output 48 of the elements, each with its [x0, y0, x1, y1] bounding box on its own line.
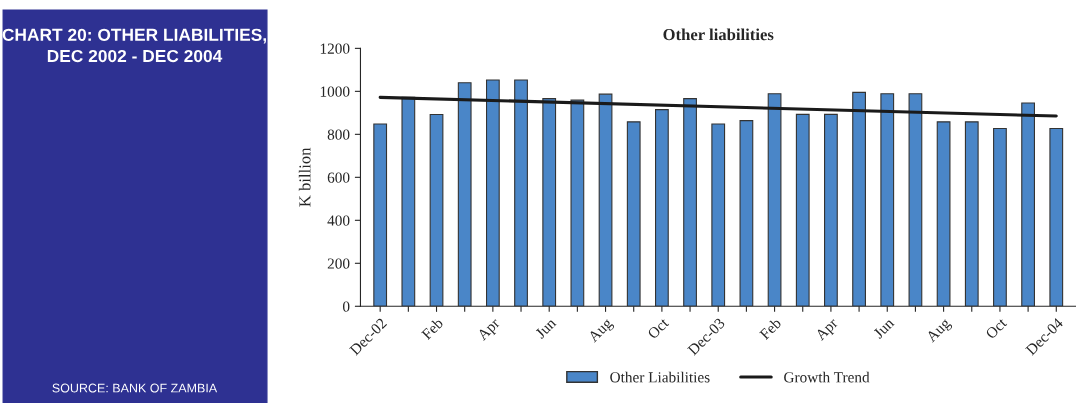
- x-tick-label: Feb: [758, 317, 782, 341]
- bar: [964, 121, 979, 307]
- x-tick-label: Jun: [872, 317, 895, 340]
- x-tick-label: Oct: [647, 317, 670, 340]
- legend-label: Growth Trend: [784, 371, 870, 383]
- bar: [908, 93, 923, 307]
- x-tick-label: Oct: [985, 317, 1008, 340]
- bar: [767, 93, 782, 307]
- text: CHART 20: OTHER LIABILITIES, DEC 2002 - DEC 2004: [2, 28, 266, 63]
- bar: [795, 113, 810, 307]
- bar: [401, 96, 416, 307]
- bar: [683, 98, 697, 307]
- bar: [711, 123, 726, 307]
- x-tick-label: Apr: [476, 317, 503, 344]
- bar: [880, 93, 895, 307]
- y-tick-label: 400: [327, 215, 350, 226]
- bar: [1021, 102, 1036, 307]
- bar: [542, 98, 557, 307]
- bar: [654, 109, 669, 307]
- bar: [824, 113, 838, 307]
- bar: [514, 79, 528, 307]
- y-tick-label: 0: [342, 301, 350, 312]
- bar: [626, 121, 641, 307]
- legend-label: Other Liabilities: [610, 371, 710, 383]
- bar: [739, 120, 754, 307]
- bar: [936, 121, 951, 307]
- bar: [457, 82, 472, 307]
- chart-title: Other liabilities: [663, 28, 774, 41]
- y-tick-label: 800: [327, 129, 350, 140]
- bar: [852, 91, 866, 307]
- bar: [429, 114, 444, 307]
- bar: [993, 127, 1007, 307]
- y-tick-label: 1000: [320, 86, 350, 97]
- y-tick-label: 200: [327, 258, 350, 269]
- x-tick-label: Aug: [925, 317, 954, 345]
- y-tick-label: 600: [327, 172, 350, 183]
- bar: [485, 79, 500, 307]
- bar: [1049, 127, 1064, 307]
- bar: [373, 123, 388, 307]
- x-tick-label: Apr: [814, 317, 841, 344]
- x-tick-label: Feb: [420, 317, 444, 341]
- bar: [598, 93, 613, 307]
- x-tick-label: Jun: [534, 317, 557, 340]
- source-note: SOURCE: BANK OF ZAMBIA: [52, 383, 218, 393]
- y-tick-label: 1200: [320, 43, 350, 54]
- x-tick-label: Aug: [587, 317, 616, 345]
- y-axis-title: K billion: [298, 147, 311, 207]
- bar: [570, 99, 585, 307]
